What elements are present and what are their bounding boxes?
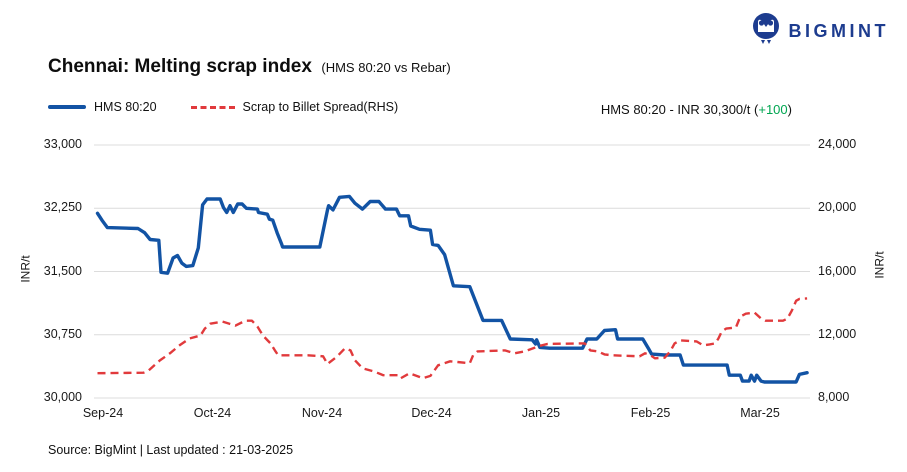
x-axis-labels: Sep-24 Oct-24 Nov-24 Dec-24 Jan-25 Feb-25 Mar-… <box>83 406 810 426</box>
left-axis-labels: 33,000 32,250 31,500 30,750 30,000 <box>0 137 88 404</box>
left-axis-tick: 30,750 <box>43 326 82 341</box>
bigmint-logo-text: BIGMINT <box>788 21 889 41</box>
x-axis-tick: Sep-24 <box>82 406 124 420</box>
right-axis-tick: 24,000 <box>818 137 857 151</box>
bigmint-logo-icon <box>751 12 781 51</box>
chart-title: Chennai: Melting scrap index <box>48 56 312 77</box>
left-axis-tick: 30,000 <box>43 390 82 404</box>
x-axis-tick: Mar-25 <box>740 406 780 420</box>
x-axis-tick: Feb-25 <box>630 406 671 420</box>
right-axis-tick: 20,000 <box>818 200 857 215</box>
legend-label-hms: HMS 80:20 <box>94 100 157 114</box>
right-axis-tick: 12,000 <box>818 326 857 341</box>
legend: HMS 80:20 Scrap to Billet Spread(RHS) <box>48 100 398 114</box>
x-axis-tick: Jan-25 <box>521 406 561 420</box>
dashed-line-swatch <box>190 105 235 109</box>
title-row: Chennai: Melting scrap index (HMS 80:20 … <box>48 56 451 78</box>
paren-open: ( <box>754 102 759 117</box>
chart-subtitle: (HMS 80:20 vs Rebar) <box>321 60 451 75</box>
x-axis-tick: Nov-24 <box>301 406 343 420</box>
price-change: +100 <box>758 102 788 117</box>
current-price-readout: HMS 80:20 - INR 30,300/t (+100) <box>601 102 792 117</box>
right-axis-tick: 8,000 <box>818 390 850 404</box>
right-axis-labels: 24,000 20,000 16,000 12,000 8,000 <box>814 137 904 404</box>
legend-label-spread: Scrap to Billet Spread(RHS) <box>242 100 399 114</box>
price-label: HMS 80:20 - INR 30,300/t <box>600 102 751 117</box>
left-axis-tick: 32,250 <box>43 200 82 215</box>
right-axis-tick: 16,000 <box>818 263 857 278</box>
paren-close: ) <box>787 102 792 117</box>
x-axis-tick: Dec-24 <box>411 406 452 420</box>
legend-item-spread: Scrap to Billet Spread(RHS) <box>190 100 399 114</box>
left-axis-unit: INR/t <box>18 255 33 283</box>
series-line-spread <box>97 297 808 380</box>
left-axis-tick: 33,000 <box>43 137 82 151</box>
left-axis-tick: 31,500 <box>43 263 82 278</box>
x-axis-tick: Oct-24 <box>193 406 232 420</box>
right-axis-unit: INR/t <box>872 251 887 279</box>
source-footer: Source: BigMint | Last updated : 21-03-2… <box>48 443 294 457</box>
bigmint-logo: BIGMINT <box>751 12 890 51</box>
series-line-hms <box>95 194 809 384</box>
legend-item-hms: HMS 80:20 <box>48 100 157 114</box>
solid-line-swatch <box>48 105 86 109</box>
plot-area <box>94 144 810 399</box>
